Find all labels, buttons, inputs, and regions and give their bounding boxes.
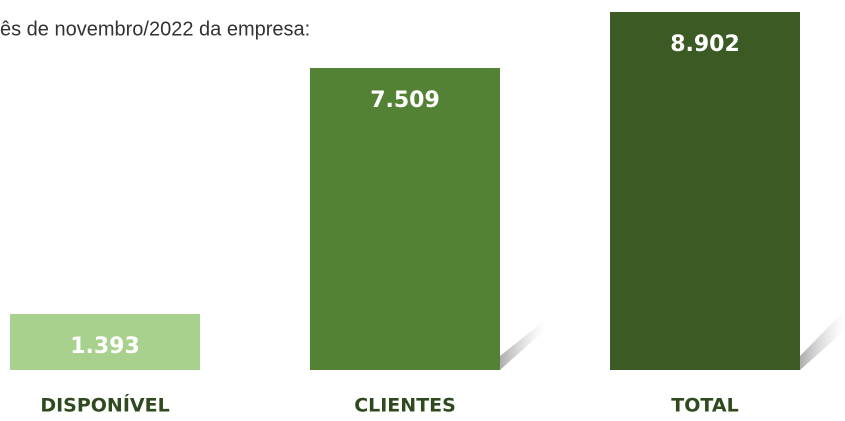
value-label: 7.509 <box>370 88 440 113</box>
bar <box>610 12 800 370</box>
bar-shadow <box>800 310 845 370</box>
bar-shadow <box>500 320 545 370</box>
value-label: 8.902 <box>670 32 740 57</box>
value-label: 1.393 <box>70 334 140 359</box>
category-label: DISPONÍVEL <box>40 394 169 417</box>
chart-title: ês de novembro/2022 da empresa: <box>0 18 310 40</box>
bar <box>10 313 200 370</box>
category-label: CLIENTES <box>354 395 456 417</box>
category-label: TOTAL <box>671 395 738 417</box>
bar <box>310 68 500 370</box>
